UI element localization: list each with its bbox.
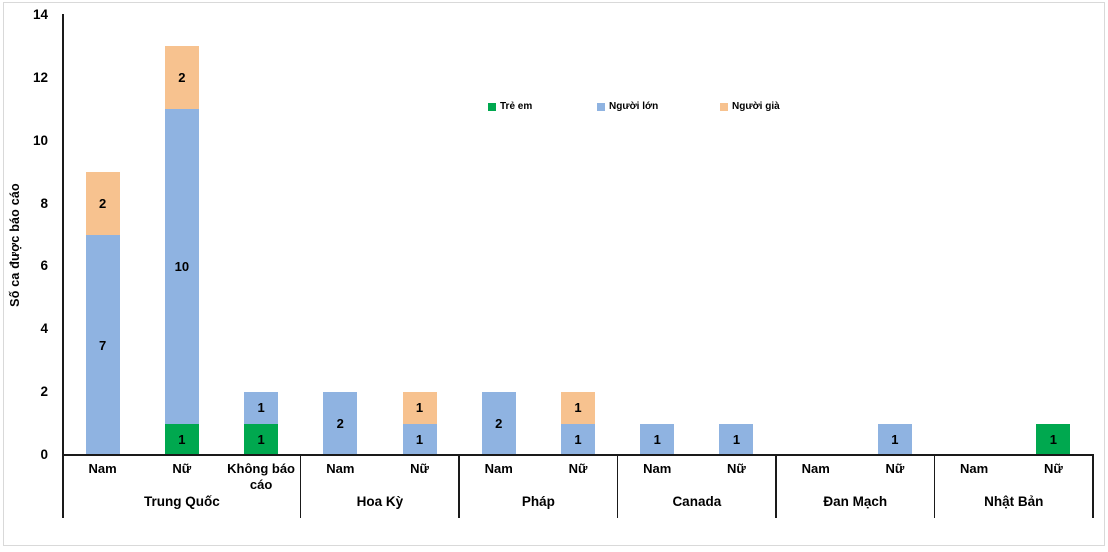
y-tick-label: 12 [32,69,48,85]
legend-item: Trẻ em [488,100,532,113]
y-tick-label: 10 [32,132,48,148]
group-divider-line [1092,454,1094,518]
bar-segment: 2 [481,392,516,455]
bar-value-label: 2 [336,416,344,432]
bar-value-label: 1 [178,431,186,447]
bar-segment: 1 [561,392,595,424]
y-axis-line [62,14,64,455]
category-label: Nữ [568,461,588,476]
bar-segment: 1 [402,423,437,455]
x-axis-line [62,454,1094,456]
category-label: Nam [801,461,830,476]
bar-value-label: 1 [257,431,265,447]
category-label: Nam [643,461,672,476]
bar-segment: 1 [244,392,279,424]
bar-segment: 1 [877,423,912,455]
group-divider-line [775,454,777,518]
bar-segment: 1 [164,423,199,455]
bar-value-label: 1 [732,431,741,447]
y-tick-label: 0 [40,447,48,462]
legend-label: Trẻ em [500,101,533,112]
group-label: Trung Quốc [143,494,220,509]
bar-value-label: 1 [415,400,424,416]
group-label: Pháp [521,494,555,509]
bar-segment: 1 [402,392,437,424]
bar-segment: 1 [244,423,279,455]
bar-value-label: 2 [495,416,503,432]
bar-value-label: 7 [98,337,107,353]
group-label: Hoa Kỳ [356,494,404,509]
category-label: Không báo cáo [227,461,295,492]
bar-value-label: 1 [891,431,899,447]
bar-value-label: 1 [574,400,582,416]
y-tick-label: 14 [32,7,48,22]
bar-segment: 2 [85,172,120,235]
category-label: Nam [326,461,355,476]
bar-segment: 1 [719,423,754,455]
category-label: Nam [484,461,513,476]
bar-value-label: 1 [653,431,661,447]
legend-label: Người lớn [609,101,659,112]
y-tick-label: 6 [40,258,48,274]
group-divider-line [933,454,936,518]
bar-segment: 7 [85,235,120,455]
bar-segment: 2 [323,392,358,455]
bar-value-label: 2 [98,196,107,212]
group-divider-line [458,454,460,518]
group-divider-line [299,454,302,518]
legend-item: Người già [720,100,780,113]
legend-swatch-icon [597,102,605,111]
category-label: Nữ [727,461,746,476]
legend-swatch-icon [488,102,496,111]
bar-segment: 1 [1036,423,1071,455]
bar-segment: 1 [640,423,675,455]
category-label: Nữ [172,461,192,476]
bar-value-label: 1 [257,400,265,416]
y-tick-label: 8 [40,195,48,211]
bar-value-label: 2 [178,70,186,86]
group-divider-line [62,454,64,518]
bar-value-label: 10 [174,258,190,274]
bar-value-label: 1 [1049,431,1057,447]
group-divider-line [616,454,619,518]
y-tick-label: 4 [40,321,48,337]
category-label: Nam [960,461,989,476]
bar-value-label: 1 [415,431,424,447]
bar-segment: 10 [164,109,199,424]
group-label: Canada [672,494,722,509]
legend-item: Người lớn [597,100,658,113]
bar-value-label: 1 [574,431,582,447]
category-label: Nữ [1043,461,1063,476]
legend-label: Người già [732,101,780,112]
group-label: Nhật Bản [984,494,1044,509]
y-tick-label: 2 [40,384,48,400]
category-label: Nữ [410,461,429,476]
category-label: Nam [88,461,117,476]
bar-segment: 2 [164,46,199,110]
category-label: Nữ [885,461,905,476]
legend-swatch-icon [720,102,728,111]
bar-segment: 1 [561,423,595,455]
group-label: Đan Mạch [823,494,888,509]
